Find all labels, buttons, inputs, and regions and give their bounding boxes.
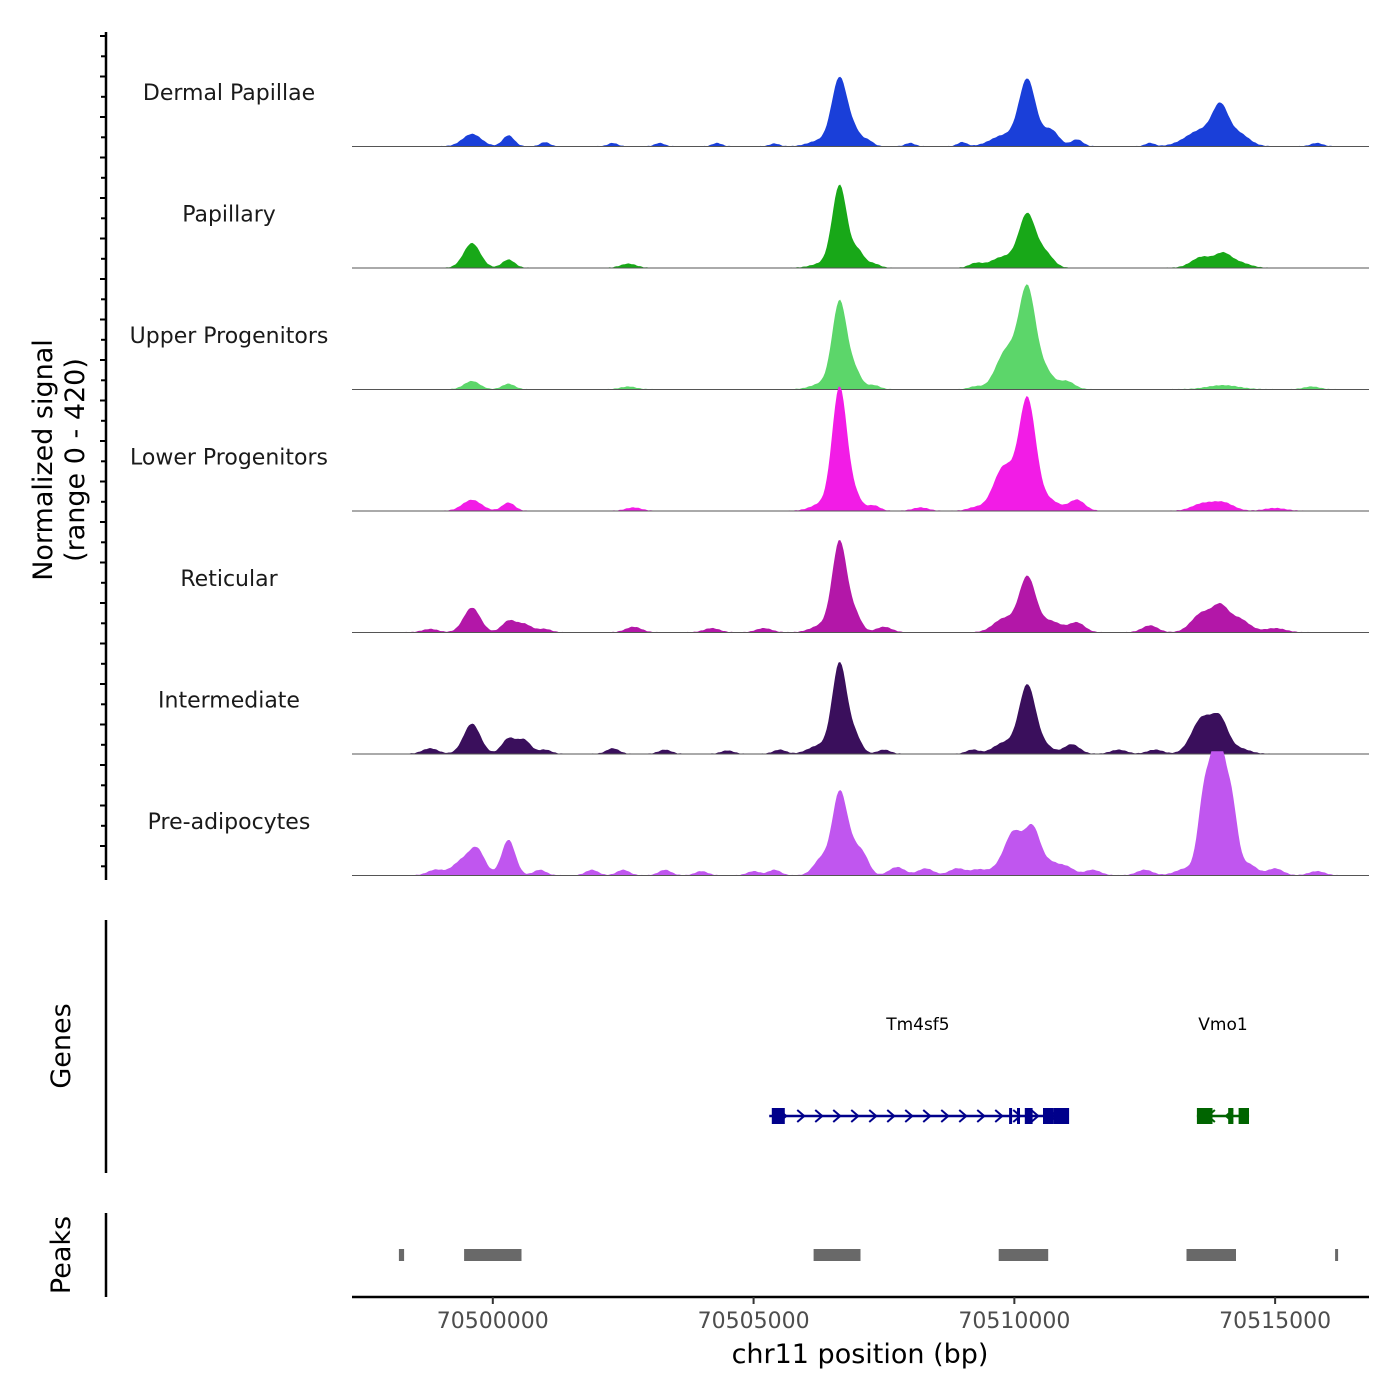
signal-area: [352, 184, 1369, 268]
peak-region: [464, 1249, 522, 1261]
track-label: Pre-adipocytes: [148, 810, 311, 835]
track-label: Reticular: [180, 567, 278, 592]
strand-arrow: [1030, 1109, 1040, 1123]
peak-region: [998, 1249, 1049, 1261]
strand-arrow: [904, 1109, 914, 1123]
x-tick-label: 70515000: [1219, 1309, 1331, 1334]
track-upper-progenitors: Upper Progenitors: [130, 284, 1369, 390]
track-dermal-papillae: Dermal Papillae: [143, 76, 1369, 147]
strand-arrow: [850, 1109, 860, 1123]
x-tick-label: 70505000: [698, 1309, 810, 1334]
strand-arrow: [886, 1109, 896, 1123]
y-axis-title-line1: Normalized signal: [28, 339, 59, 581]
strand-arrow: [994, 1109, 1004, 1123]
x-tick-label: 70510000: [958, 1309, 1070, 1334]
track-pre-adipocytes: Pre-adipocytes: [148, 751, 1369, 876]
x-axis-title: chr11 position (bp): [732, 1339, 989, 1370]
gene-tm4sf5: Tm4sf5: [769, 1015, 1070, 1124]
exon: [1024, 1108, 1033, 1124]
signal-area: [352, 76, 1369, 147]
track-intermediate: Intermediate: [158, 661, 1369, 755]
signal-area: [352, 539, 1369, 633]
exon: [1017, 1108, 1020, 1124]
strand-arrow: [922, 1109, 932, 1123]
genes-row-label: Genes: [46, 1003, 77, 1088]
y-axis-title-range: (range 0 - 420): [60, 358, 91, 562]
strand-arrow: [1012, 1109, 1022, 1123]
peaks-row-label: Peaks: [46, 1216, 77, 1294]
track-label: Upper Progenitors: [130, 324, 329, 349]
strand-arrow: [796, 1109, 806, 1123]
track-reticular: Reticular: [180, 539, 1369, 633]
gene-label: Tm4sf5: [885, 1015, 949, 1035]
strand-arrow: [814, 1109, 824, 1123]
signal-area: [352, 661, 1369, 754]
gene-label: Vmo1: [1198, 1015, 1247, 1035]
peak-region: [1335, 1249, 1339, 1261]
exon: [1238, 1108, 1249, 1124]
exon: [1043, 1108, 1054, 1124]
strand-arrow: [976, 1109, 986, 1123]
strand-arrow: [940, 1109, 950, 1123]
tracks-y-ticks: [100, 35, 106, 868]
peak-regions: [398, 1249, 1339, 1261]
strand-arrow: [868, 1109, 878, 1123]
exon: [1053, 1108, 1070, 1124]
y-axis-title: Normalized signal: [28, 339, 59, 581]
exon: [1196, 1108, 1213, 1124]
track-lower-progenitors: Lower Progenitors: [130, 386, 1369, 512]
track-label: Lower Progenitors: [130, 446, 328, 471]
peak-region: [1186, 1249, 1236, 1261]
track-papillary: Papillary: [182, 184, 1369, 269]
gene-vmo1: Vmo1: [1196, 1015, 1250, 1124]
x-axis-ticks: 70500000 70505000 70510000 70515000: [437, 1297, 1331, 1334]
exon: [1009, 1108, 1013, 1124]
coverage-tracks: Dermal Papillae Papillary Upper Progenitor…: [130, 76, 1369, 876]
signal-area: [352, 386, 1369, 511]
exon: [1228, 1108, 1234, 1124]
track-label: Papillary: [182, 203, 276, 228]
peak-region: [398, 1249, 405, 1261]
strand-arrow: [832, 1109, 842, 1123]
gene-annotations: Tm4sf5 Vmo1: [769, 1015, 1250, 1124]
strand-arrow: [958, 1109, 968, 1123]
x-tick-label: 70500000: [437, 1309, 549, 1334]
signal-area: [352, 751, 1369, 876]
signal-area: [352, 284, 1369, 390]
peak-region: [813, 1249, 861, 1261]
exon: [771, 1108, 785, 1124]
track-label: Intermediate: [158, 689, 300, 714]
track-label: Dermal Papillae: [143, 81, 315, 106]
